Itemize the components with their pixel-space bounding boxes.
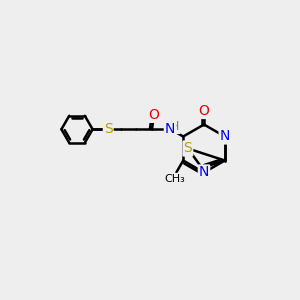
Text: H: H [170, 120, 179, 133]
Text: N: N [165, 122, 175, 136]
Text: S: S [184, 142, 192, 155]
Text: N: N [199, 166, 209, 179]
Text: O: O [148, 108, 159, 122]
Text: S: S [104, 122, 112, 136]
Text: O: O [199, 104, 209, 118]
Text: CH₃: CH₃ [165, 174, 185, 184]
Text: N: N [220, 130, 230, 143]
